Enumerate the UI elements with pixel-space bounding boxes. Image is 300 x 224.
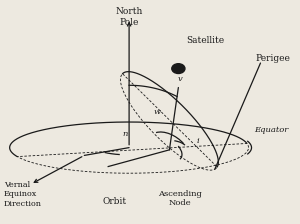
Text: n: n [122, 130, 127, 138]
Text: Satellite: Satellite [186, 36, 224, 45]
Text: Equator: Equator [254, 126, 289, 134]
Text: v: v [178, 75, 182, 83]
Text: North
Pole: North Pole [116, 7, 143, 27]
Text: Orbit: Orbit [102, 197, 126, 206]
Text: Ascending
Node: Ascending Node [158, 190, 202, 207]
Text: w: w [154, 108, 161, 116]
Text: i: i [196, 137, 199, 145]
Text: Perigee: Perigee [256, 54, 290, 63]
Circle shape [172, 64, 185, 73]
Text: Vernal
Equinox
Direction: Vernal Equinox Direction [4, 181, 42, 208]
